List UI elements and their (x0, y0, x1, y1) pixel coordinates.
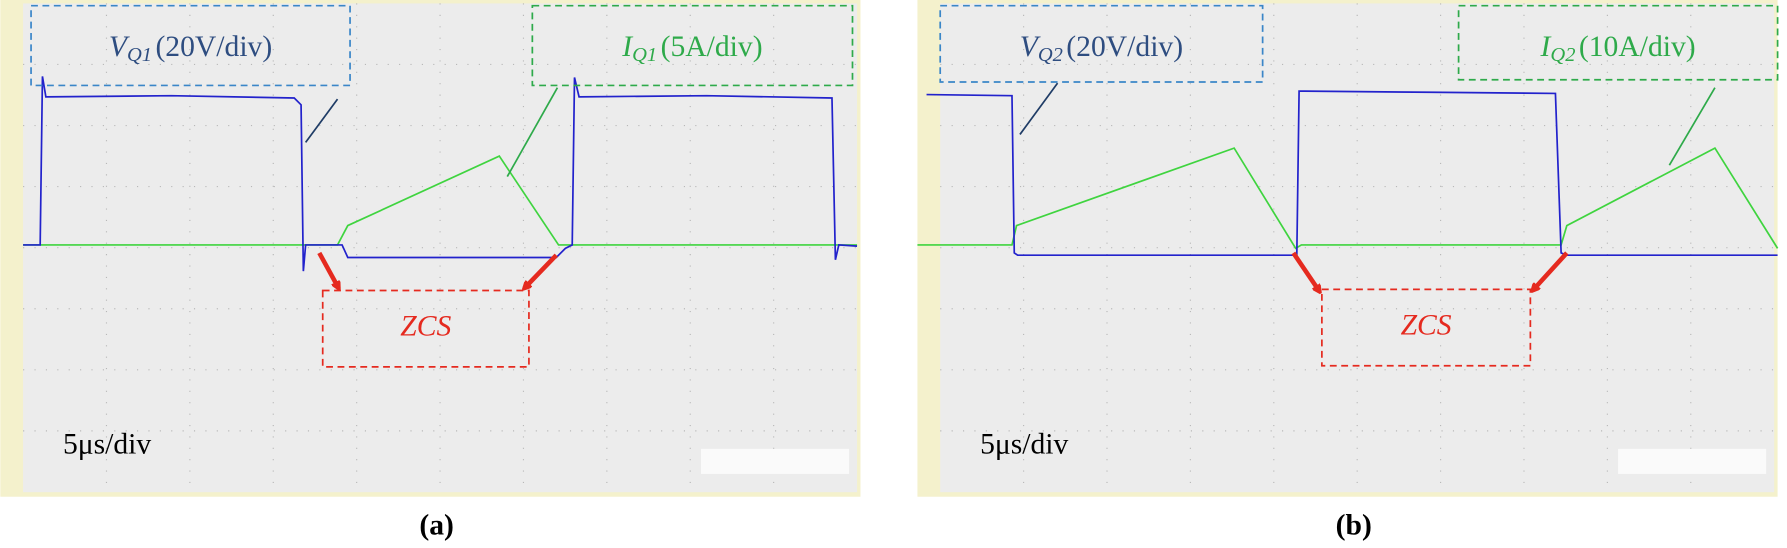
voltage-leader (304, 98, 339, 143)
current-label: IQ2 (10A/div) (1540, 31, 1696, 66)
current-symbol: I (1540, 31, 1553, 63)
current-leader (1668, 87, 1716, 166)
voltage-trace (23, 76, 858, 272)
voltage-symbol: V (1020, 31, 1041, 63)
current-symbol: I (621, 31, 634, 63)
timebase: 5μs/div (980, 428, 1068, 460)
panel-caption: (a) (419, 509, 454, 541)
current-subscript: Q1 (632, 44, 657, 66)
current-subscript: Q2 (1550, 44, 1575, 66)
current-label-box (1457, 4, 1779, 81)
voltage-trace (926, 90, 1778, 257)
timebase: 5μs/div (63, 428, 151, 460)
voltage-label-box (30, 4, 351, 87)
zcs-arrow (1533, 251, 1569, 291)
voltage-scale: (20V/div) (155, 31, 272, 63)
screen (23, 3, 858, 493)
screen (940, 3, 1775, 493)
blurred-readout (700, 448, 850, 474)
zcs-arrow (1291, 251, 1319, 292)
current-label: IQ1 (5A/div) (621, 31, 762, 66)
current-label-box (531, 4, 854, 87)
zcs-label: ZCS (1401, 309, 1452, 341)
current-trace (23, 155, 858, 246)
zcs-box (1321, 288, 1532, 367)
zcs-label: ZCS (400, 310, 451, 342)
voltage-label-box (939, 4, 1264, 83)
voltage-subscript: Q2 (1038, 44, 1063, 66)
voltage-symbol: V (109, 31, 130, 63)
voltage-label: VQ2 (20V/div) (1020, 31, 1183, 66)
current-leader (506, 87, 559, 178)
zcs-box (321, 289, 530, 368)
zcs-arrow (317, 251, 338, 288)
voltage-subscript: Q1 (127, 44, 152, 66)
zcs-arrow (524, 253, 558, 288)
voltage-leader (1019, 82, 1059, 135)
panel-caption: (b) (1336, 509, 1372, 541)
voltage-label: VQ1 (20V/div) (109, 31, 272, 66)
current-scale: (5A/div) (661, 31, 763, 63)
blurred-readout (1618, 448, 1767, 474)
voltage-scale: (20V/div) (1066, 31, 1183, 63)
current-scale: (10A/div) (1579, 31, 1696, 63)
